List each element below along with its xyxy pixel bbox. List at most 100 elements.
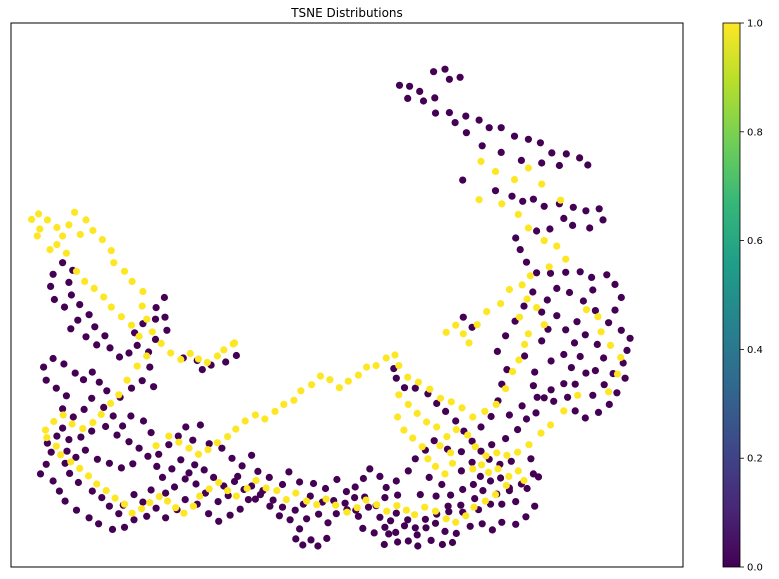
point-class-0 <box>324 519 332 527</box>
point-class-1 <box>505 472 513 480</box>
point-class-0 <box>533 269 541 277</box>
point-class-1 <box>485 468 493 476</box>
point-class-1 <box>98 236 106 244</box>
point-class-0 <box>103 387 111 395</box>
point-class-1 <box>290 396 298 404</box>
colorbar-tick-label: 0.8 <box>747 127 763 138</box>
point-class-0 <box>177 456 185 464</box>
point-class-1 <box>163 497 172 505</box>
point-class-0 <box>431 519 440 527</box>
point-class-1 <box>59 411 67 419</box>
point-class-0 <box>505 411 513 419</box>
point-class-0 <box>67 325 75 333</box>
point-class-1 <box>189 502 197 510</box>
point-class-0 <box>296 478 304 486</box>
point-class-0 <box>471 495 479 503</box>
point-class-1 <box>545 263 553 271</box>
point-class-0 <box>100 403 108 411</box>
point-class-1 <box>120 500 129 508</box>
point-class-0 <box>512 234 520 242</box>
point-class-0 <box>546 269 555 277</box>
point-class-1 <box>111 494 119 502</box>
point-class-0 <box>218 444 226 452</box>
point-class-1 <box>79 425 87 433</box>
point-class-0 <box>560 214 568 222</box>
point-class-0 <box>236 505 244 513</box>
point-class-1 <box>491 167 500 176</box>
point-class-1 <box>525 441 533 449</box>
point-class-1 <box>185 444 193 452</box>
point-class-0 <box>162 489 170 497</box>
point-class-0 <box>139 498 147 506</box>
point-class-0 <box>376 513 384 521</box>
point-class-0 <box>416 491 424 499</box>
point-class-1 <box>452 518 460 526</box>
point-class-0 <box>192 480 200 488</box>
point-class-0 <box>59 405 67 413</box>
point-class-0 <box>120 523 129 531</box>
point-class-0 <box>394 491 402 499</box>
point-class-1 <box>128 509 136 517</box>
point-class-1 <box>175 438 183 446</box>
point-class-0 <box>599 216 607 224</box>
point-class-0 <box>151 315 160 323</box>
point-class-1 <box>332 501 340 509</box>
point-class-1 <box>413 409 421 417</box>
point-class-1 <box>409 434 417 442</box>
point-class-0 <box>55 487 64 495</box>
point-class-1 <box>540 321 548 329</box>
point-class-1 <box>107 247 115 255</box>
point-class-0 <box>560 350 568 359</box>
point-class-1 <box>469 465 477 473</box>
point-class-0 <box>476 472 484 480</box>
point-class-0 <box>323 534 331 543</box>
colorbar-tick-label: 1.0 <box>747 19 763 30</box>
point-class-0 <box>475 116 483 124</box>
point-class-1 <box>335 384 343 392</box>
point-class-0 <box>546 225 554 233</box>
point-class-0 <box>351 483 359 491</box>
point-class-0 <box>168 465 176 473</box>
point-class-0 <box>47 448 55 456</box>
point-class-1 <box>470 503 478 511</box>
point-class-1 <box>452 426 460 434</box>
point-class-1 <box>514 467 522 475</box>
point-class-1 <box>241 417 249 425</box>
point-class-0 <box>538 159 546 167</box>
point-class-0 <box>594 408 603 416</box>
point-class-0 <box>160 293 168 302</box>
point-class-0 <box>422 524 430 532</box>
point-class-1 <box>280 400 288 408</box>
point-class-0 <box>109 412 117 420</box>
point-class-1 <box>186 349 194 358</box>
point-class-0 <box>381 523 389 531</box>
point-class-0 <box>457 467 465 475</box>
point-class-0 <box>85 514 93 522</box>
point-class-1 <box>383 507 391 515</box>
point-class-0 <box>238 462 246 470</box>
point-class-0 <box>66 469 74 477</box>
point-class-1 <box>524 330 533 338</box>
point-class-0 <box>49 270 57 278</box>
point-class-0 <box>85 311 93 319</box>
point-class-0 <box>144 452 152 460</box>
point-class-0 <box>584 161 592 169</box>
point-class-0 <box>451 119 459 127</box>
point-class-0 <box>593 340 601 348</box>
point-class-1 <box>597 328 605 336</box>
point-class-1 <box>447 398 455 406</box>
point-class-0 <box>567 364 576 372</box>
point-class-1 <box>138 302 146 310</box>
point-class-0 <box>623 346 631 354</box>
point-class-0 <box>130 491 138 499</box>
point-class-0 <box>562 268 570 276</box>
point-class-0 <box>72 453 80 461</box>
point-class-0 <box>517 156 526 164</box>
point-class-0 <box>485 124 493 132</box>
colorbar-tick-label: 0.4 <box>747 345 763 356</box>
point-class-0 <box>605 319 613 327</box>
point-class-0 <box>498 500 506 508</box>
point-class-0 <box>315 510 323 518</box>
point-class-0 <box>71 369 79 377</box>
point-class-1 <box>431 507 440 515</box>
